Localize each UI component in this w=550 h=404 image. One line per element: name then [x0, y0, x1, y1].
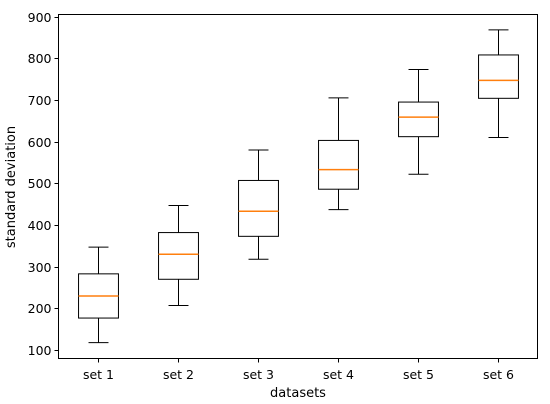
box-set-3 — [238, 149, 279, 260]
x-tick-label: set 2 — [163, 367, 194, 382]
y-tick-label: 600 — [28, 135, 52, 150]
box-set-4 — [318, 97, 359, 211]
plot-frame — [58, 14, 538, 359]
x-tick-label: set 3 — [243, 367, 274, 382]
y-tick-label: 400 — [28, 218, 52, 233]
x-tick-label: set 5 — [403, 367, 434, 382]
y-axis-label: standard deviation — [4, 126, 19, 248]
y-tick-label: 300 — [28, 260, 52, 275]
box-group — [78, 29, 519, 344]
iqr-box — [238, 179, 279, 237]
x-tick-label: set 1 — [83, 367, 114, 382]
x-axis-label: datasets — [270, 386, 326, 401]
x-tick-label: set 6 — [483, 367, 514, 382]
box-set-6 — [478, 29, 519, 139]
iqr-box — [478, 54, 519, 99]
box-set-5 — [398, 69, 439, 175]
y-tick-label: 900 — [28, 10, 52, 25]
x-axis-ticks: set 1 set 2 set 3 set 4 set 5 set 6 — [83, 358, 514, 382]
y-tick-label: 500 — [28, 176, 52, 191]
box-set-1 — [78, 246, 119, 344]
y-tick-label: 800 — [28, 51, 52, 66]
box-set-2 — [158, 204, 199, 307]
y-tick-label: 200 — [28, 301, 52, 316]
iqr-box — [398, 101, 439, 138]
y-tick-label: 100 — [28, 343, 52, 358]
y-tick-label: 700 — [28, 93, 52, 108]
x-tick-label: set 4 — [323, 367, 354, 382]
iqr-box — [158, 232, 199, 280]
y-axis-ticks: 100 200 300 400 500 600 700 800 900 — [28, 10, 59, 358]
iqr-box — [318, 139, 359, 190]
